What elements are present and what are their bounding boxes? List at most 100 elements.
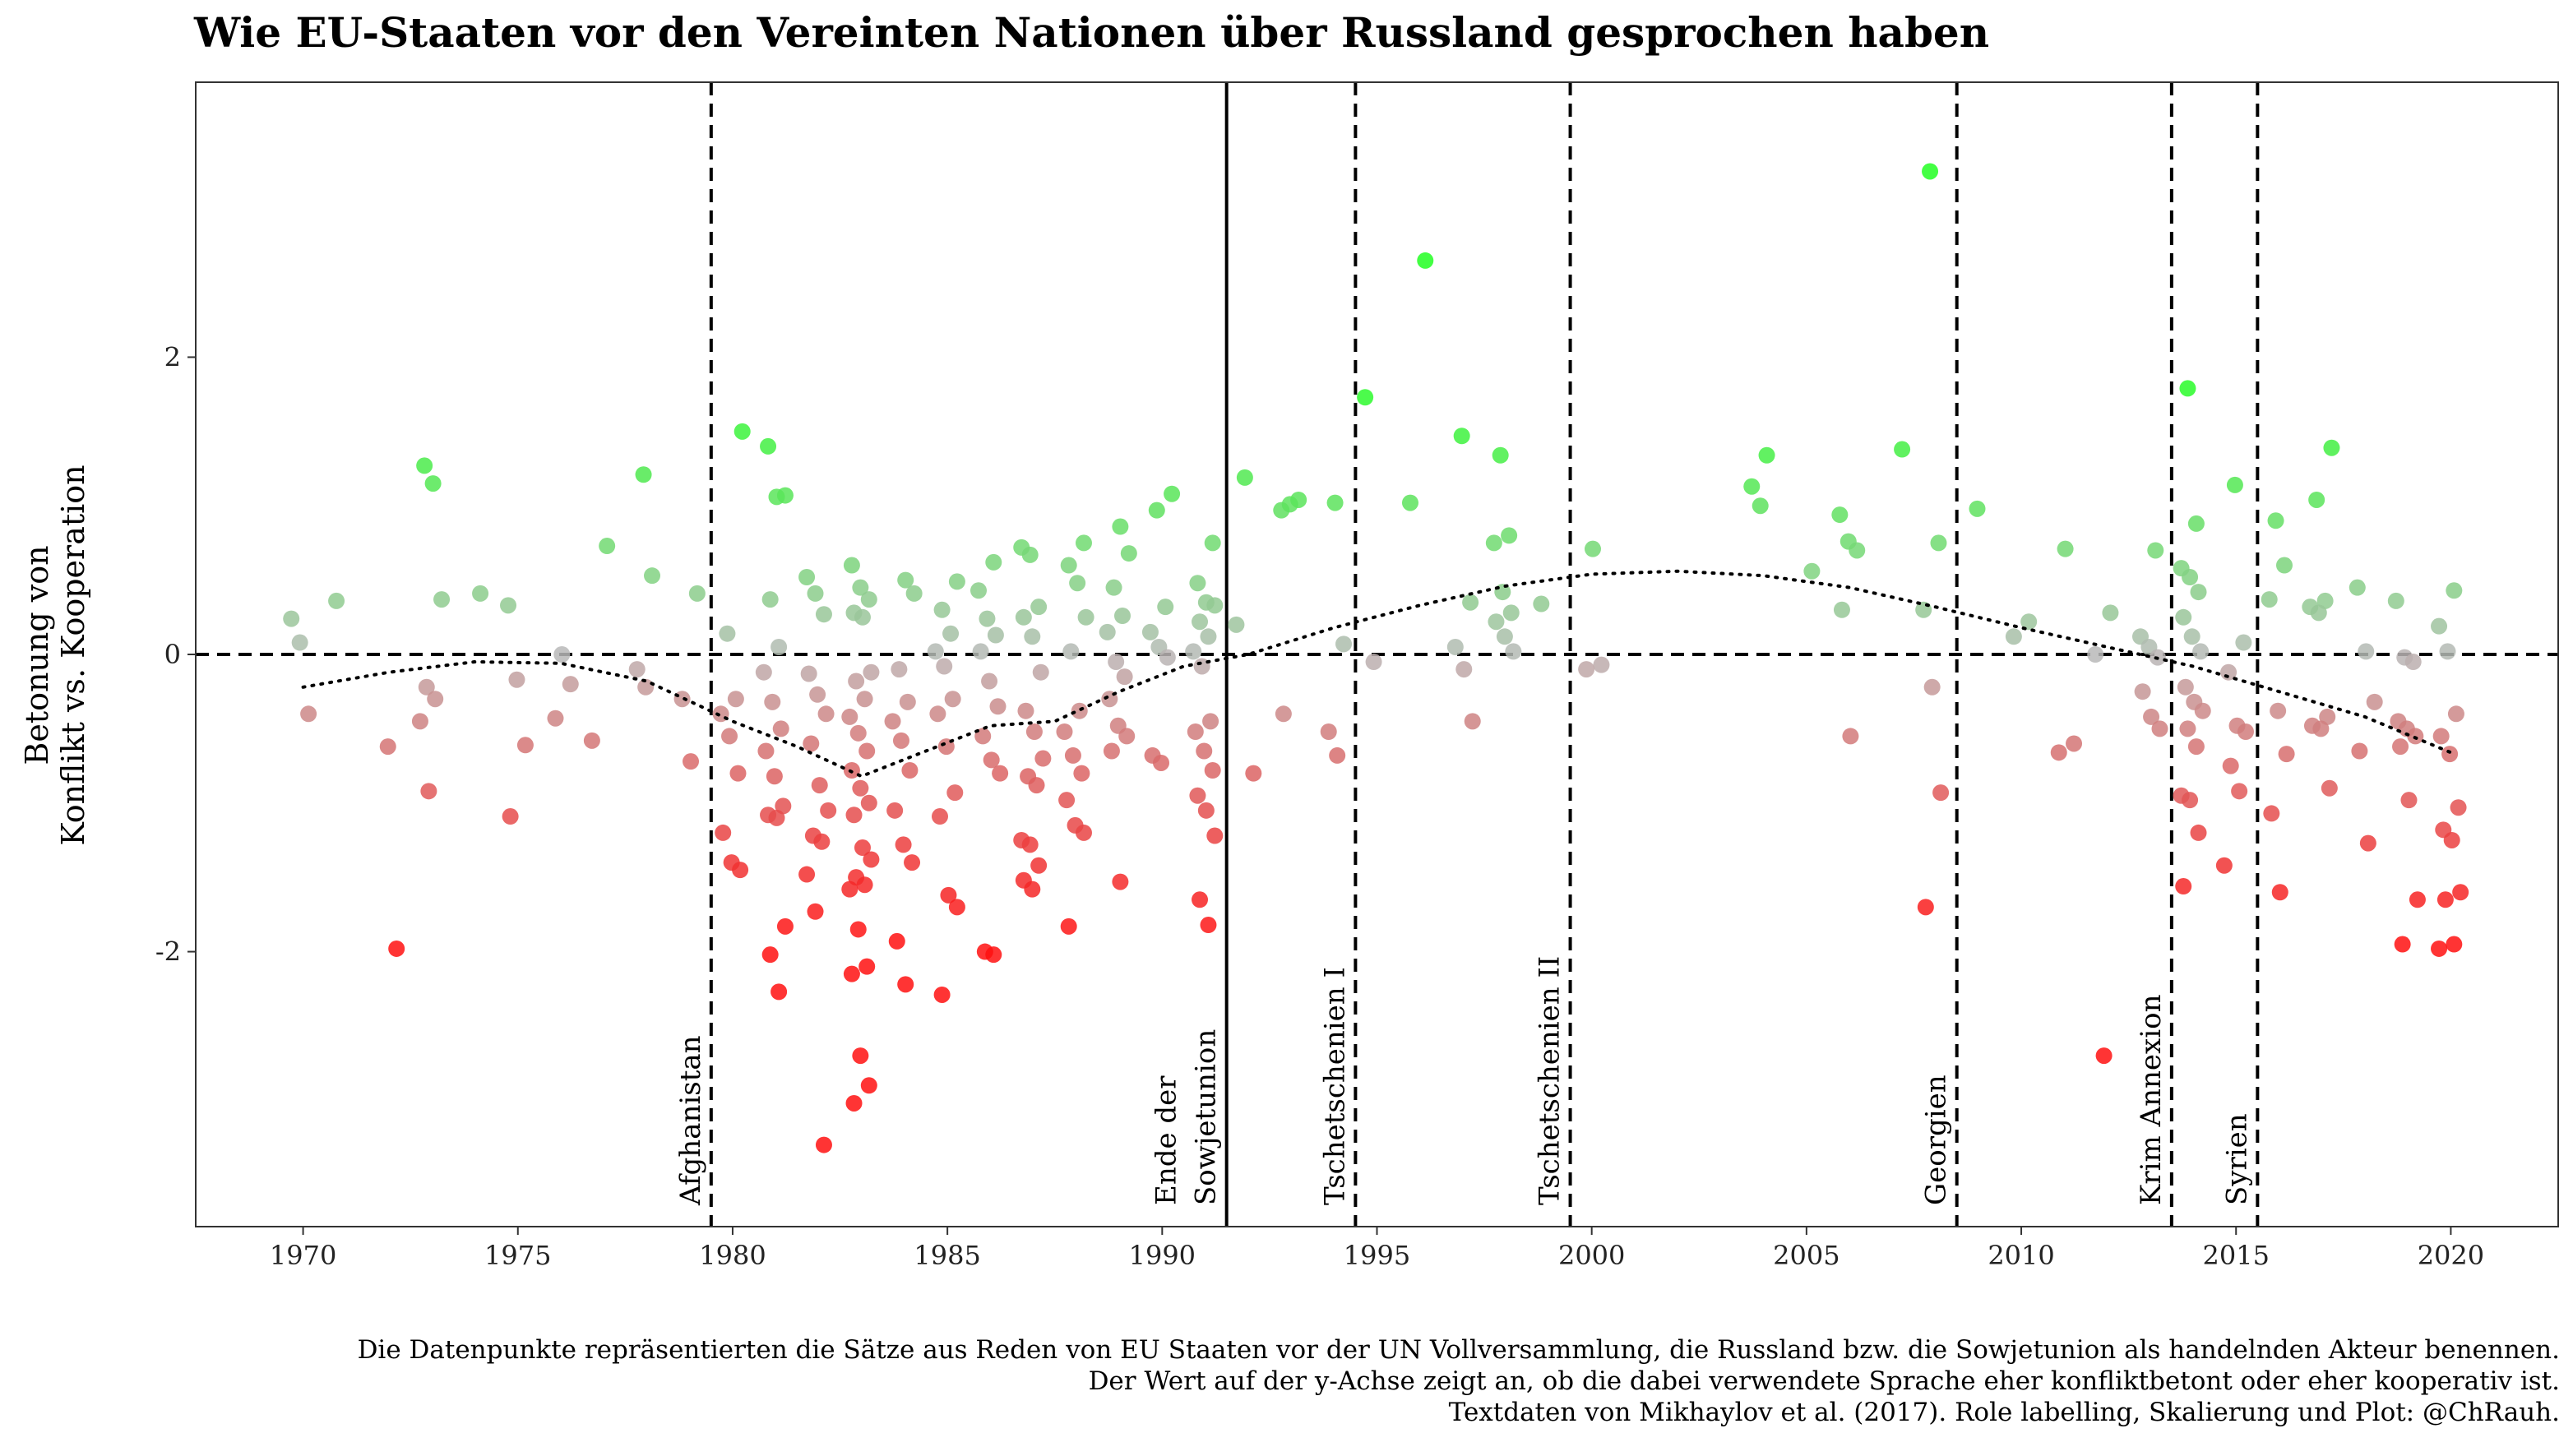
data-point (815, 1136, 832, 1153)
data-point (1930, 534, 1947, 552)
data-point (1200, 628, 1217, 645)
data-point (2446, 582, 2463, 599)
data-point (1024, 881, 1041, 898)
data-point (854, 608, 871, 626)
data-point (583, 732, 600, 749)
data-point (845, 1094, 863, 1112)
data-point (1505, 643, 1522, 660)
data-point (899, 693, 916, 710)
data-point (2431, 617, 2448, 635)
data-point (1932, 784, 1950, 802)
data-point (1105, 579, 1122, 596)
data-point (936, 658, 953, 675)
data-point (860, 591, 877, 608)
data-point (1153, 754, 1170, 771)
data-point (427, 691, 444, 708)
data-point (424, 475, 442, 492)
data-point (811, 777, 828, 794)
data-point (328, 592, 345, 609)
data-point (757, 742, 775, 760)
y-axis-label-line-1: Betonung von (19, 545, 55, 765)
data-point (732, 862, 749, 879)
data-point (599, 538, 616, 555)
data-point (897, 976, 914, 993)
data-point (1157, 599, 1174, 616)
data-point (1464, 713, 1481, 730)
event-label: Syrien (2220, 1113, 2253, 1205)
data-point (1455, 661, 1473, 678)
data-point (807, 903, 824, 920)
data-point (1326, 494, 1344, 511)
data-point (858, 958, 876, 975)
data-point (1204, 762, 1221, 779)
data-point (2404, 654, 2422, 671)
data-point (856, 876, 873, 894)
trend-line (301, 569, 2453, 779)
data-point (891, 661, 908, 678)
data-point (884, 713, 901, 730)
data-point (755, 663, 772, 681)
data-point (776, 487, 794, 504)
data-point (974, 728, 992, 745)
data-point (2387, 592, 2404, 609)
data-point (1752, 497, 1769, 515)
data-point (863, 851, 880, 868)
data-point (673, 691, 691, 708)
data-point (1103, 742, 1120, 760)
data-point (1099, 623, 1116, 640)
data-point (2066, 735, 2083, 752)
data-point (2261, 591, 2278, 608)
data-point (1758, 446, 1775, 464)
data-point (820, 802, 837, 819)
data-point (845, 807, 863, 824)
caption-line-3: Textdaten von Mikhaylov et al. (2017). R… (1448, 1398, 2560, 1427)
data-point (2400, 792, 2418, 809)
data-point (283, 610, 300, 627)
data-point (1196, 742, 1213, 760)
data-point (2151, 720, 2168, 737)
data-point (771, 983, 788, 1001)
event-label: Tschetschenien I (1318, 967, 1351, 1205)
data-point (1015, 608, 1032, 626)
data-point (807, 585, 824, 602)
data-point (2095, 1047, 2113, 1065)
data-point (2187, 738, 2205, 756)
data-point (852, 1047, 869, 1065)
data-point (841, 881, 858, 898)
data-point (1112, 518, 1129, 535)
data-point (772, 720, 789, 737)
data-point (1488, 613, 1505, 631)
data-point (863, 663, 880, 681)
data-point (1401, 494, 1418, 511)
y-tick-label: 0 (164, 639, 181, 670)
data-point (843, 965, 860, 982)
data-point (940, 886, 957, 904)
event-label-line: Ende der (1150, 1075, 1183, 1205)
data-point (2321, 779, 2338, 797)
data-point (291, 634, 308, 651)
data-point (2409, 891, 2426, 908)
event-label: Krim Annexion (2135, 995, 2168, 1205)
data-point (635, 466, 652, 483)
data-point (553, 646, 571, 663)
data-point (2222, 757, 2239, 774)
data-point (1228, 616, 1245, 633)
data-point (771, 638, 788, 655)
data-point (2432, 728, 2450, 745)
caption-line-1: Die Datenpunkte repräsentierten die Sätz… (357, 1335, 2560, 1365)
data-point (1148, 502, 1165, 519)
data-point (2275, 557, 2293, 574)
data-point (843, 557, 860, 574)
data-point (1743, 478, 1761, 495)
data-point (1236, 469, 1253, 486)
data-point (1894, 441, 1911, 458)
data-point (433, 591, 451, 608)
data-point (809, 686, 826, 703)
data-point (800, 665, 817, 682)
data-point (1206, 597, 1224, 614)
data-point (644, 567, 661, 585)
data-point (1164, 485, 1181, 502)
caption-line-2: Der Wert auf der y-Achse zeigt an, ob di… (1088, 1366, 2560, 1396)
x-tick-label: 2005 (1773, 1240, 1840, 1271)
data-point (1030, 599, 1048, 616)
